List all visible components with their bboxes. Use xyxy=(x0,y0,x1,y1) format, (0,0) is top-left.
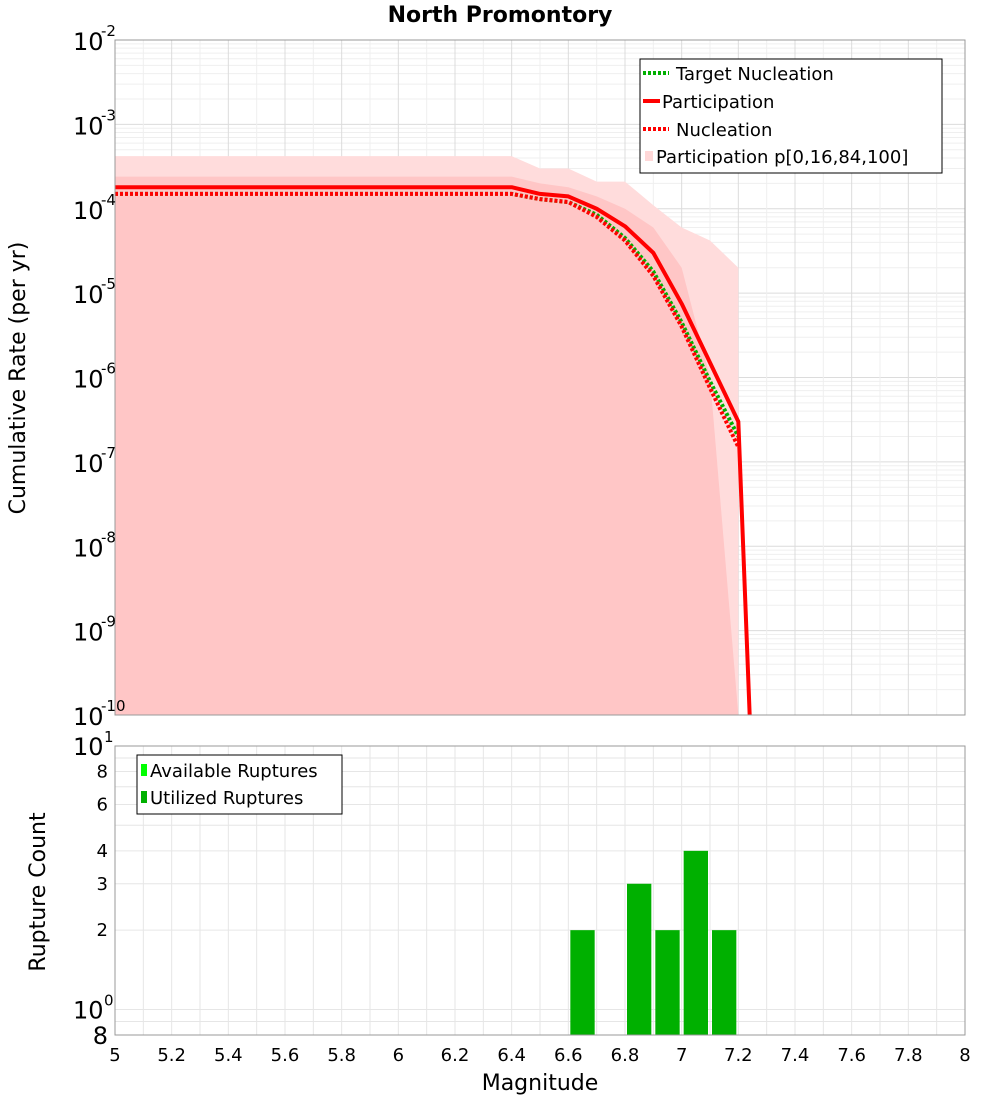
legend-swatch-available-ruptures xyxy=(141,764,147,776)
x-tick-label: 6.4 xyxy=(497,1045,526,1066)
bottom-y-tick-label: 8 xyxy=(93,1022,108,1050)
legend-label-utilized-ruptures: Utilized Ruptures xyxy=(150,788,303,809)
x-tick-label: 6 xyxy=(393,1045,404,1066)
x-tick-label: 5.2 xyxy=(157,1045,186,1066)
top-y-tick-label: 10 xyxy=(73,619,104,647)
x-tick-label: 6.8 xyxy=(611,1045,640,1066)
rupture-bars xyxy=(570,850,737,1035)
x-tick-label: 6.2 xyxy=(441,1045,470,1066)
x-ticks: 5 5.2 5.4 5.6 5.8 6 6.2 6.4 6.6 6.8 7 7.2 7.4 7.6 7.8 8 xyxy=(109,1045,970,1066)
legend-label-participation: Participation xyxy=(662,92,774,113)
utilized-ruptures-bar xyxy=(627,883,652,1035)
nucleation-line xyxy=(115,191,741,448)
top-y-tick-exponent: -10 xyxy=(101,697,126,715)
participation-line xyxy=(115,185,752,716)
top-y-tick-exponent: -5 xyxy=(101,275,116,293)
top-y-tick-exponent: -2 xyxy=(101,22,116,40)
top-y-tick-label: 10 xyxy=(73,450,104,478)
x-tick-label: 7.2 xyxy=(724,1045,753,1066)
bottom-legend: Available Ruptures Utilized Ruptures xyxy=(136,754,343,815)
top-series-lines xyxy=(115,185,752,716)
legend-swatch-participation-band xyxy=(645,151,653,161)
x-tick-label: 7.6 xyxy=(837,1045,866,1066)
top-y-tick-exponent: -8 xyxy=(101,528,116,546)
x-tick-label: 5.8 xyxy=(327,1045,356,1066)
chart-title: North Promontory xyxy=(388,3,613,28)
x-tick-label: 7.4 xyxy=(781,1045,810,1066)
top-plot: 10-210-310-410-510-610-710-810-910-10 Cu… xyxy=(6,22,966,731)
bottom-y-major-tick-exponent: 1 xyxy=(104,728,114,746)
top-y-tick-label: 10 xyxy=(73,703,104,731)
legend-swatch-utilized-ruptures xyxy=(141,791,147,803)
top-plot-frame xyxy=(114,39,966,716)
x-tick-label: 6.6 xyxy=(554,1045,583,1066)
top-y-tick-exponent: -3 xyxy=(101,106,116,124)
top-legend-box xyxy=(639,58,943,174)
top-y-tick-label: 10 xyxy=(73,28,104,56)
x-tick-label: 5.6 xyxy=(271,1045,300,1066)
bottom-y-tick-label: 3 xyxy=(97,874,108,895)
bottom-y-axis-label: Rupture Count xyxy=(26,812,51,972)
top-y-tick-exponent: -4 xyxy=(101,191,116,209)
top-y-tick-label: 10 xyxy=(73,366,104,394)
utilized-ruptures-bar xyxy=(570,930,595,1035)
x-tick-label: 5.4 xyxy=(214,1045,243,1066)
legend-label-available-ruptures: Available Ruptures xyxy=(150,761,318,782)
utilized-ruptures-bar xyxy=(655,930,680,1035)
top-y-tick-exponent: -7 xyxy=(101,444,116,462)
top-y-tick-label: 10 xyxy=(73,534,104,562)
x-tick-label: 7 xyxy=(676,1045,687,1066)
legend-label-target-nucleation: Target Nucleation xyxy=(675,64,834,85)
bottom-y-major-tick-label: 10 xyxy=(73,733,104,761)
x-tick-label: 7.8 xyxy=(894,1045,923,1066)
bottom-y-tick-label: 6 xyxy=(97,794,108,815)
bottom-plot-frame xyxy=(114,745,966,1036)
participation-band xyxy=(115,156,739,716)
bottom-y-major-tick-exponent: 0 xyxy=(104,991,114,1009)
bottom-legend-box xyxy=(136,754,343,815)
legend-label-participation-band: Participation p[0,16,84,100] xyxy=(656,147,908,168)
top-y-tick-exponent: -9 xyxy=(101,613,116,631)
bottom-y-tick-label: 4 xyxy=(97,841,108,862)
top-y-axis-label: Cumulative Rate (per yr) xyxy=(6,242,31,515)
top-y-tick-label: 10 xyxy=(73,281,104,309)
top-y-tick-label: 10 xyxy=(73,197,104,225)
utilized-ruptures-bar xyxy=(683,850,708,1035)
x-tick-label: 8 xyxy=(959,1045,970,1066)
bottom-y-major-tick-label: 10 xyxy=(73,996,104,1024)
band-p16-p84 xyxy=(115,176,739,715)
top-y-tick-exponent: -6 xyxy=(101,360,116,378)
utilized-ruptures-bar xyxy=(712,930,737,1035)
x-tick-label: 5 xyxy=(109,1045,120,1066)
top-y-tick-label: 10 xyxy=(73,112,104,140)
x-axis-label: Magnitude xyxy=(482,1071,599,1096)
top-legend: Target Nucleation Participation Nucleati… xyxy=(639,58,943,174)
bottom-y-tick-label: 8 xyxy=(97,762,108,783)
bottom-y-tick-label: 2 xyxy=(97,920,108,941)
legend-label-nucleation: Nucleation xyxy=(676,120,772,141)
top-y-ticks: 10-210-310-410-510-610-710-810-910-10 xyxy=(73,22,126,731)
